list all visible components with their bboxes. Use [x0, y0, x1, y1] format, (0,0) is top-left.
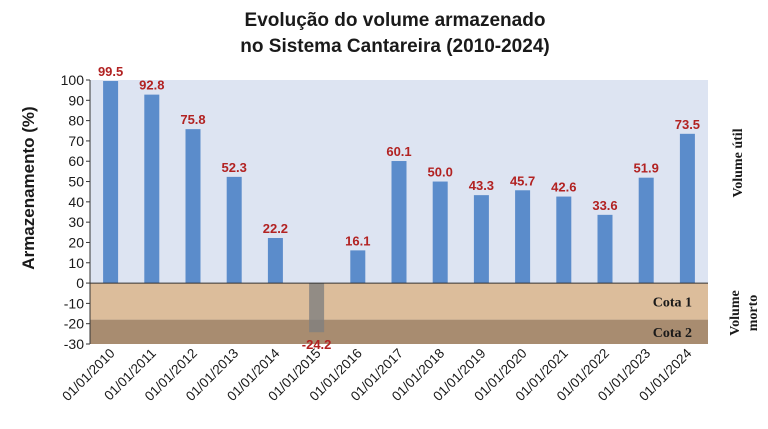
data-label-01/01/2017: 60.1	[386, 144, 411, 159]
y-tick-label: 90	[68, 92, 84, 108]
y-ticks: -30 -20 -10 0 10 20 30 40 50 60 70 80 90 100	[61, 72, 90, 352]
y-tick-label: -20	[64, 316, 84, 332]
bars	[103, 81, 695, 333]
bar-01/01/2018	[432, 181, 448, 284]
data-label-01/01/2024: 73.5	[675, 117, 700, 132]
y-tick-label: 100	[61, 72, 85, 88]
chart-title: Evolução do volume armazenado no Sistema…	[240, 10, 549, 57]
bar-01/01/2013	[226, 176, 242, 284]
data-label-01/01/2020: 45.7	[510, 173, 535, 188]
bar-01/01/2017	[391, 161, 407, 284]
data-label-01/01/2019: 43.3	[469, 178, 494, 193]
data-label-01/01/2015: -24.2	[302, 337, 332, 352]
y-tick-label: 80	[68, 113, 84, 129]
y-tick-label: 30	[68, 214, 84, 230]
y-tick-label: 50	[68, 174, 84, 190]
chart-title-line-2: no Sistema Cantareira (2010-2024)	[240, 36, 549, 57]
side-label-volume-util: Volume útil	[731, 128, 746, 197]
bar-01/01/2016	[350, 250, 366, 284]
side-label-volume-morto: Volume morto	[728, 290, 761, 335]
y-axis-label: Armazenamento (%)	[19, 106, 38, 269]
y-tick-label: 20	[68, 234, 84, 250]
bar-01/01/2015	[309, 283, 325, 333]
data-label-01/01/2023: 51.9	[634, 161, 659, 176]
bar-01/01/2023	[638, 177, 654, 284]
data-label-01/01/2010: 99.5	[98, 64, 123, 79]
y-tick-label: 10	[68, 255, 84, 271]
data-label-01/01/2013: 52.3	[222, 160, 247, 175]
bar-01/01/2014	[267, 237, 283, 284]
y-tick-label: -10	[64, 295, 84, 311]
data-label-01/01/2014: 22.2	[263, 221, 288, 236]
bar-01/01/2011	[144, 94, 160, 284]
y-tick-label: 70	[68, 133, 84, 149]
bar-01/01/2019	[473, 195, 489, 284]
zone-label-1: Cota 1	[653, 295, 692, 310]
bar-01/01/2012	[185, 129, 201, 284]
bar-01/01/2022	[597, 214, 613, 284]
data-labels: 99.5 92.8 75.8 52.3 22.2 -24.2 16.1 60.1 50.0 43.…	[98, 64, 700, 352]
zone-1	[90, 283, 708, 320]
data-label-01/01/2018: 50.0	[428, 165, 453, 180]
y-tick-label: -30	[64, 336, 84, 352]
y-tick-label: 0	[76, 275, 84, 291]
zone-2	[90, 319, 708, 344]
zone-labels: Cota 1 Cota 2	[653, 295, 692, 340]
y-tick-label: 60	[68, 153, 84, 169]
data-label-01/01/2016: 16.1	[345, 233, 370, 248]
dead-volume-zones	[90, 283, 708, 344]
data-label-01/01/2011: 92.8	[139, 78, 164, 93]
chart-title-line-1: Evolução do volume armazenado	[245, 10, 546, 31]
data-label-01/01/2012: 75.8	[180, 112, 205, 127]
y-tick-label: 40	[68, 194, 84, 210]
data-label-01/01/2021: 42.6	[551, 180, 576, 195]
x-ticks: 01/01/201001/01/201101/01/201201/01/2013…	[59, 345, 695, 404]
bar-01/01/2020	[515, 190, 531, 284]
bar-01/01/2024	[679, 133, 695, 284]
bar-01/01/2010	[103, 81, 119, 284]
zone-label-2: Cota 2	[653, 326, 692, 341]
bar-01/01/2021	[556, 196, 572, 284]
data-label-01/01/2022: 33.6	[592, 198, 617, 213]
